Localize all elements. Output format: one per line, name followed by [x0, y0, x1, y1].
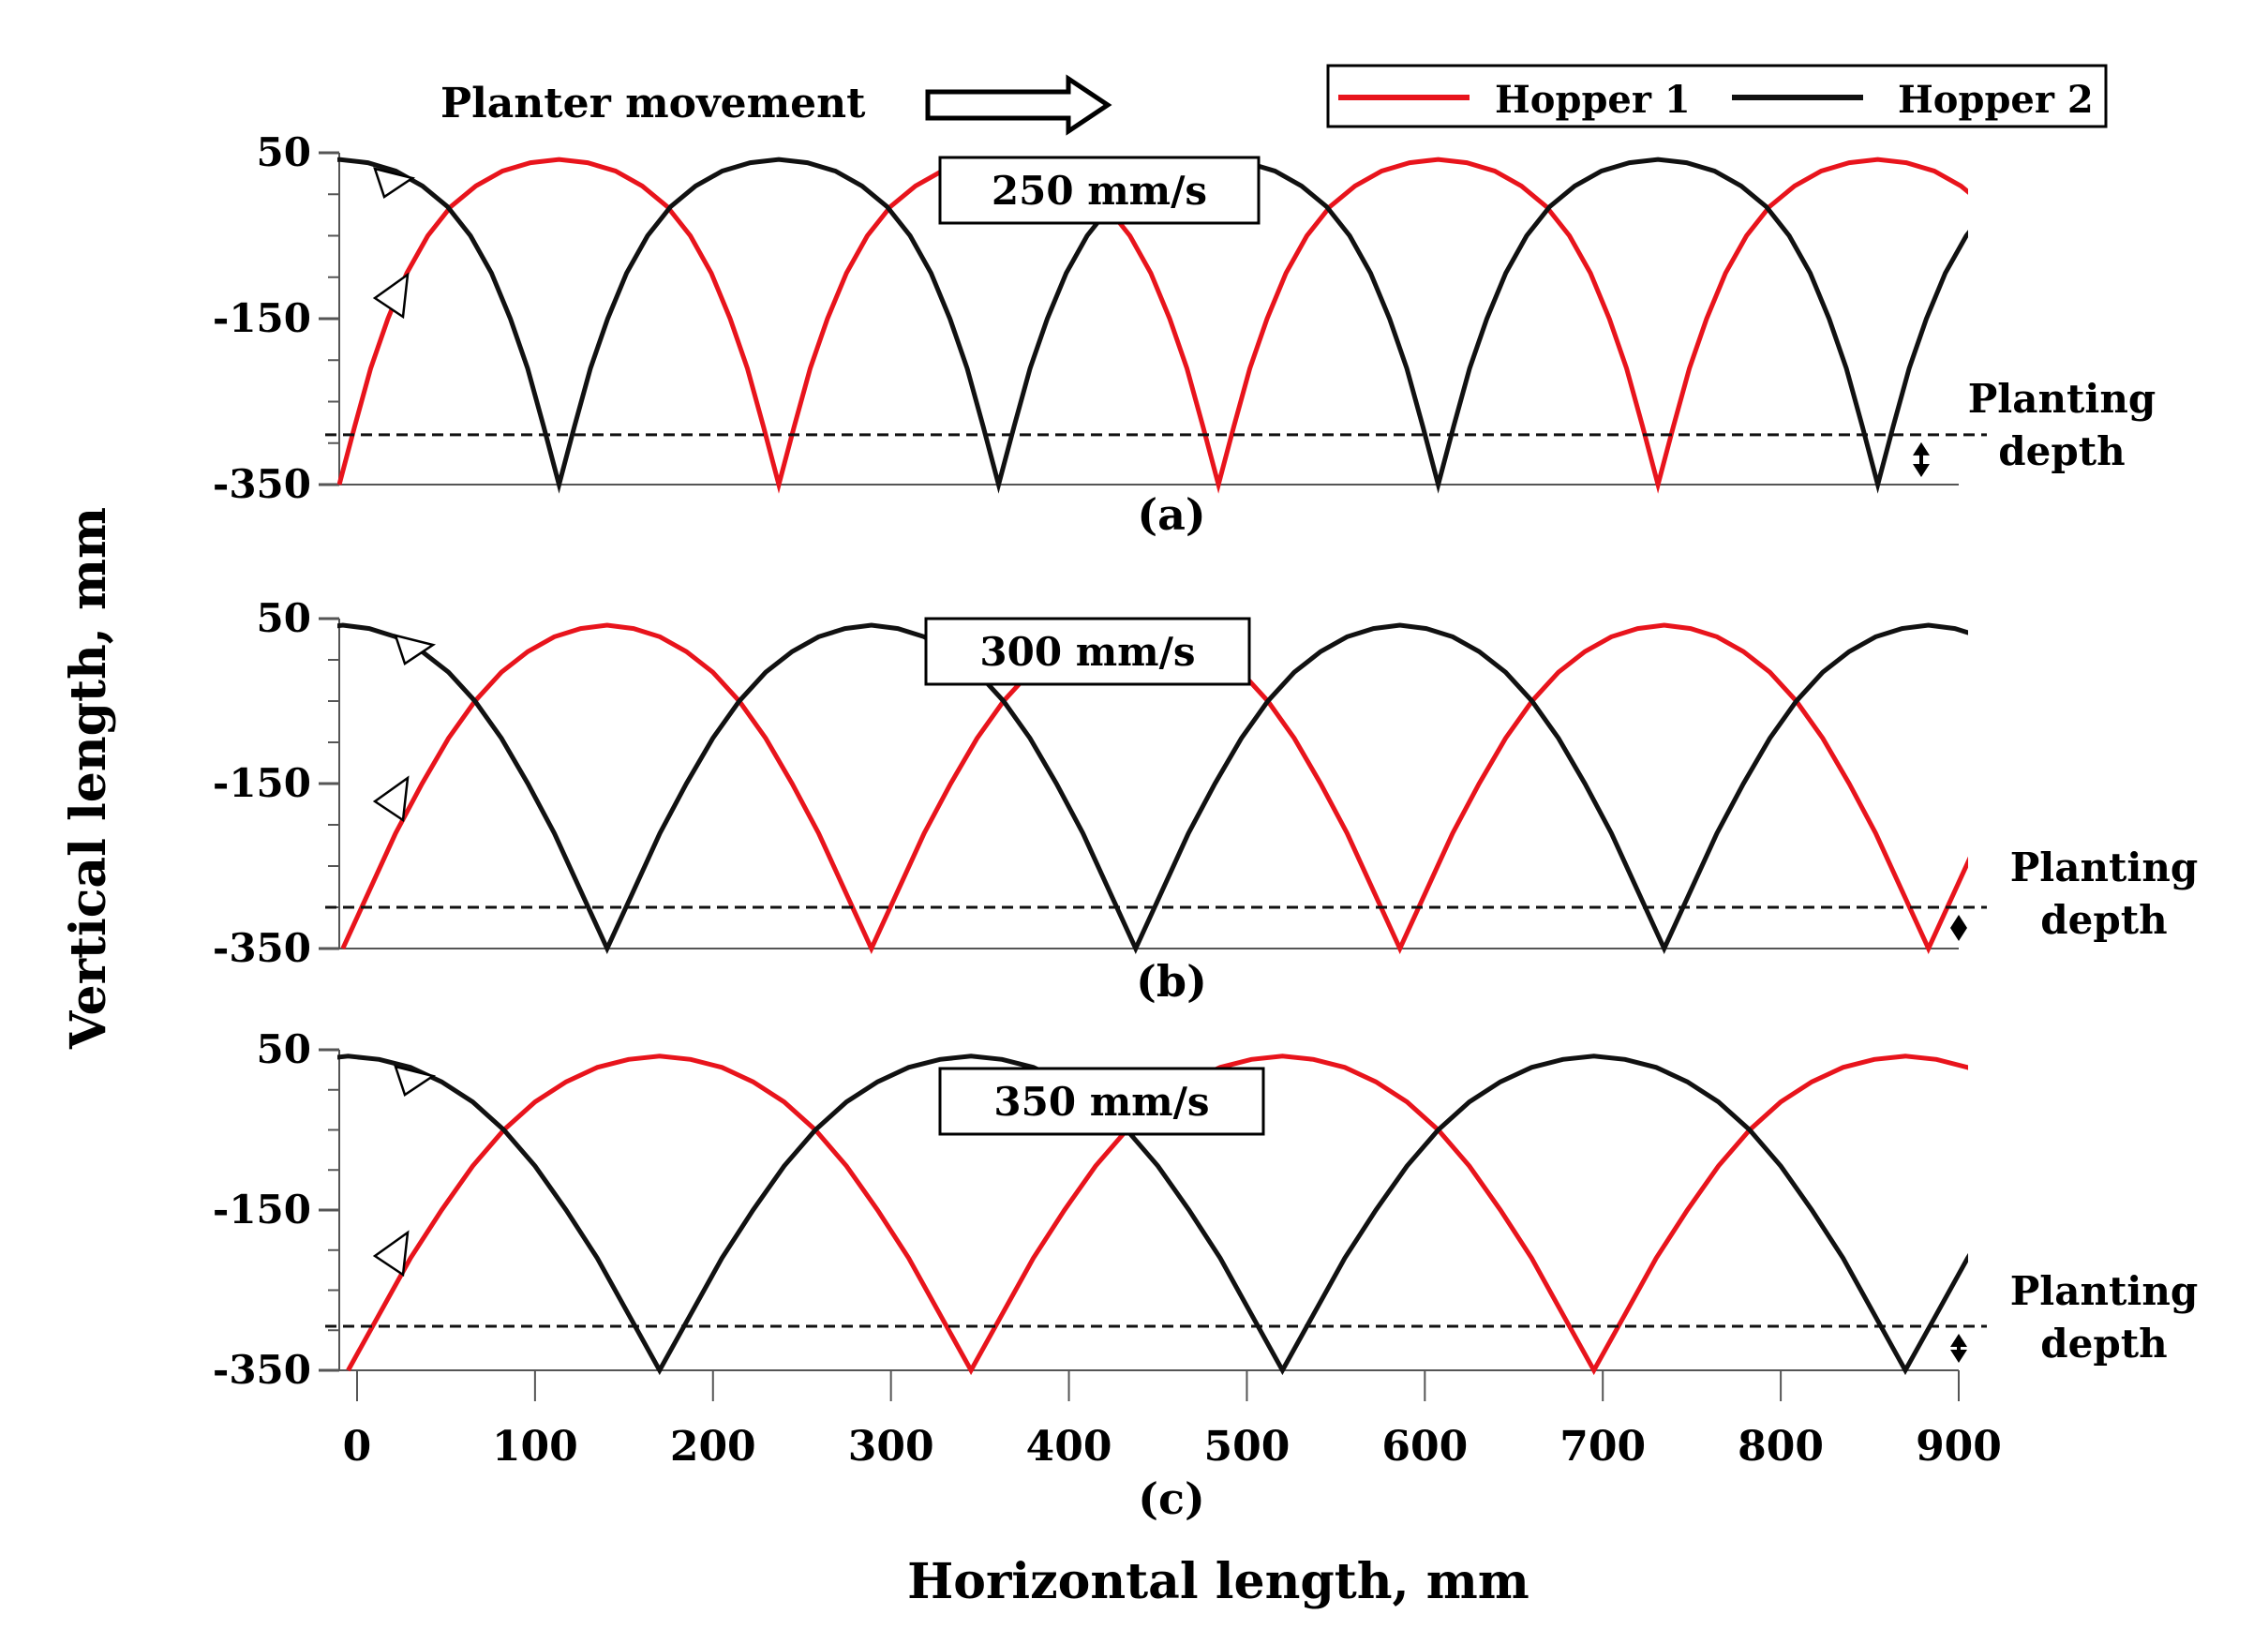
x-tick-label: 100: [492, 1423, 578, 1471]
y-tick-label: -150: [213, 295, 311, 341]
series-hopper2: [337, 1054, 1968, 1376]
y-tick-label: 50: [257, 1026, 311, 1072]
x-tick-label: 400: [1026, 1423, 1112, 1471]
planting-depth-label: Planting: [1968, 376, 2156, 422]
curves: [337, 1054, 1968, 1376]
speed-label: 300 mm/s: [979, 629, 1195, 675]
y-tick-label: -150: [213, 1187, 311, 1233]
panel-c: 50 -150 -350 Planting depth 350 mm/s (c): [213, 1026, 2199, 1524]
x-axis: 0 100 200 300 400 500 600 700 800 900: [343, 1370, 2002, 1471]
speed-box: [938, 1067, 1265, 1136]
series-hopper2: [337, 622, 1968, 955]
direction-triangle-icon: [372, 775, 410, 823]
legend: Hopper 1 Hopper 2: [1326, 64, 2108, 128]
speed-box: [938, 156, 1261, 225]
panel-label: (c): [1138, 1473, 1205, 1524]
x-tick-label: 500: [1204, 1423, 1291, 1471]
movement-label: Planter movement: [440, 80, 866, 127]
y-tick-label: 50: [257, 129, 311, 175]
direction-triangle-icon: [372, 272, 410, 320]
depth-arrow-up-icon: [1913, 441, 1930, 456]
y-tick-label: 50: [257, 595, 311, 641]
x-tick-label: 800: [1738, 1423, 1824, 1471]
speed-label: 250 mm/s: [992, 168, 1207, 214]
depth-arrow-up-icon: [1950, 1333, 1967, 1347]
x-tick-label: 0: [343, 1423, 372, 1471]
y-tick-label: -150: [213, 760, 311, 806]
x-tick-label: 300: [848, 1423, 934, 1471]
series-hopper1: [346, 1054, 1968, 1376]
planting-depth-label: Planting: [2010, 844, 2199, 890]
panel-label: (b): [1136, 956, 1207, 1007]
legend-label-hopper1: Hopper 1: [1495, 78, 1691, 122]
speed-label: 350 mm/s: [993, 1079, 1209, 1125]
y-tick-label: -350: [213, 1347, 311, 1393]
y-axis-label: Vertical length, mm: [60, 507, 117, 1050]
y-tick-label: -350: [213, 461, 311, 507]
planting-depth-label-2: depth: [1998, 428, 2125, 474]
series-hopper1: [337, 157, 1968, 494]
depth-arrow-down-icon: [1950, 1350, 1967, 1363]
series-hopper2: [337, 157, 1968, 494]
direction-triangle-icon: [372, 1230, 410, 1278]
planting-depth-label-2: depth: [2040, 897, 2167, 943]
panel-label: (a): [1137, 489, 1205, 540]
curves: [337, 157, 1968, 494]
x-axis-label: Horizontal length, mm: [907, 1553, 1529, 1610]
curves: [337, 622, 1968, 955]
panels: 50 -150 -350 Planting depth 250 mm/s (a) 50 -150…: [213, 129, 2199, 1524]
series-hopper1: [340, 622, 1968, 955]
planting-depth-label-2: depth: [2040, 1321, 2167, 1367]
x-tick-label: 900: [1916, 1423, 2002, 1471]
direction-triangle-icon: [394, 1065, 437, 1097]
x-tick-label: 200: [670, 1423, 756, 1471]
depth-arrow-up-icon: [1950, 915, 1967, 928]
panel-a: 50 -150 -350 Planting depth 250 mm/s (a): [213, 129, 2156, 540]
x-tick-label: 700: [1559, 1423, 1646, 1471]
panel-b: 50 -150 -350 Planting depth 300 mm/s (b): [213, 595, 2199, 1007]
legend-label-hopper2: Hopper 2: [1898, 78, 2094, 122]
movement-arrow-icon: [925, 74, 1112, 136]
direction-triangle-icon: [373, 167, 416, 199]
x-tick-label: 600: [1381, 1423, 1468, 1471]
planting-depth-label: Planting: [2010, 1268, 2199, 1314]
speed-box: [924, 617, 1251, 686]
depth-arrow-down-icon: [1950, 928, 1967, 941]
y-tick-label: -350: [213, 925, 311, 971]
direction-triangle-icon: [394, 634, 437, 665]
depth-arrow-down-icon: [1913, 464, 1930, 477]
